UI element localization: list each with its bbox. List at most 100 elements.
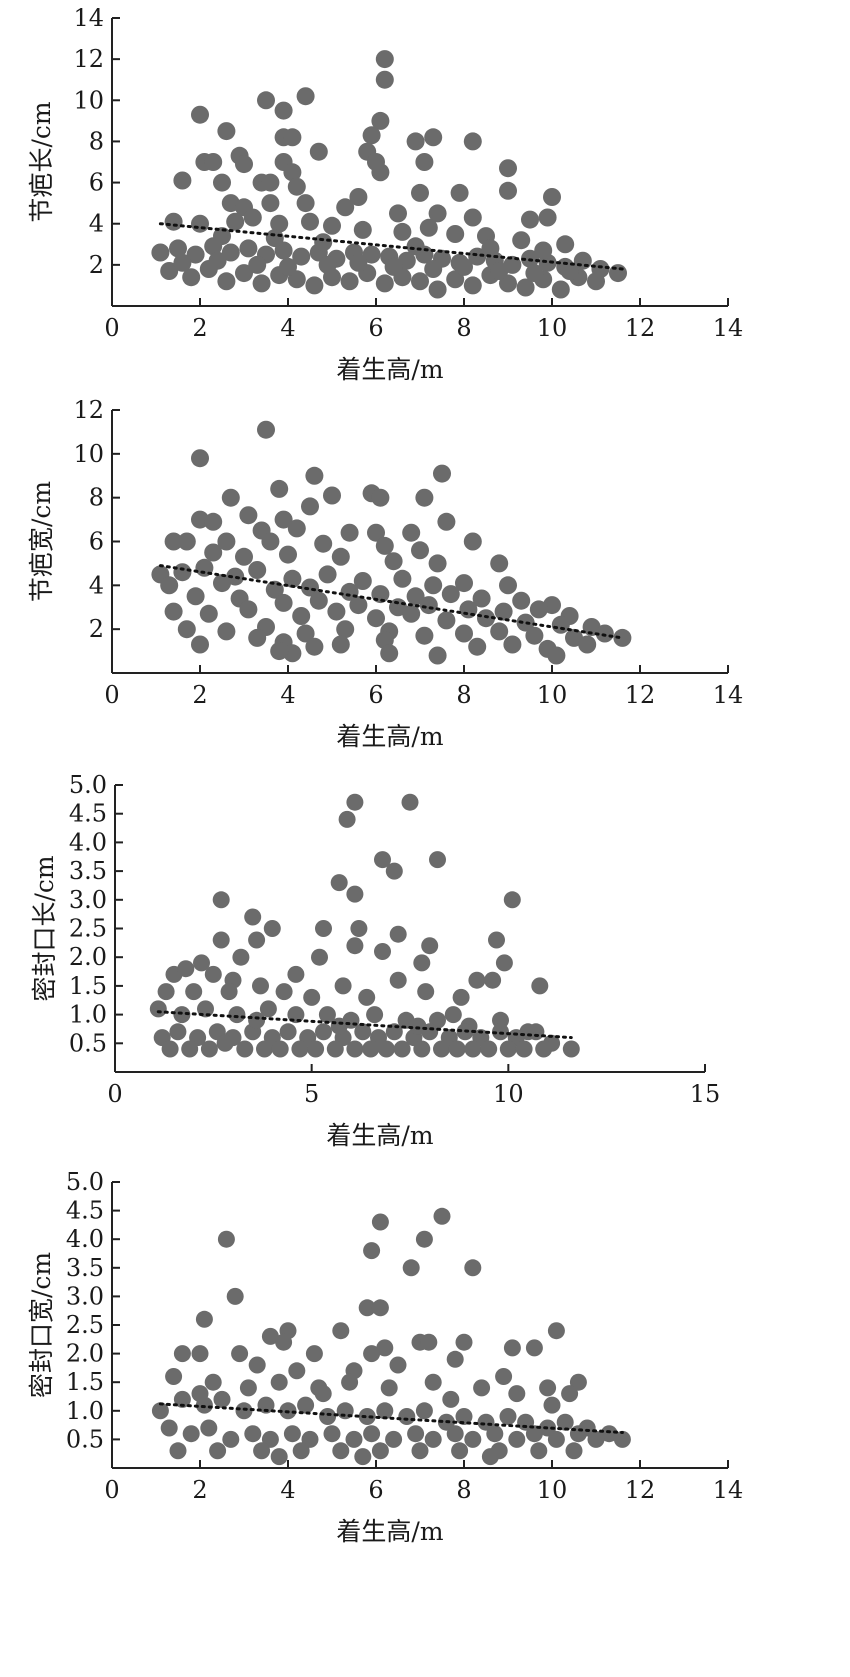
- data-point: [398, 1408, 416, 1425]
- data-point: [413, 954, 431, 972]
- data-point: [477, 609, 495, 628]
- data-point: [228, 1006, 246, 1024]
- data-point: [446, 1425, 464, 1443]
- data-point: [411, 272, 429, 291]
- data-point: [346, 937, 364, 955]
- data-point: [334, 977, 352, 995]
- y-tick-label: 10: [73, 440, 104, 468]
- y-tick-label: 2.0: [69, 943, 107, 971]
- data-point: [490, 262, 509, 280]
- data-point: [191, 1345, 209, 1363]
- data-point: [191, 635, 209, 654]
- data-point: [274, 510, 293, 529]
- y-tick-label: 1.5: [69, 972, 107, 1000]
- data-point: [444, 1006, 462, 1024]
- data-point: [499, 1408, 517, 1425]
- data-point: [375, 274, 394, 293]
- data-point: [217, 622, 236, 641]
- data-point: [406, 587, 425, 606]
- x-tick-label: 8: [456, 1476, 471, 1504]
- data-point: [217, 272, 236, 291]
- data-point: [341, 1373, 359, 1391]
- data-point: [261, 194, 280, 213]
- data-point: [239, 239, 258, 258]
- data-point: [367, 609, 385, 628]
- data-point: [252, 274, 271, 293]
- data-point: [231, 1345, 249, 1363]
- data-point: [349, 188, 368, 206]
- data-point: [248, 628, 267, 647]
- x-tick-label: 8: [456, 314, 471, 342]
- x-tick-label: 0: [104, 314, 119, 342]
- data-point: [503, 891, 521, 909]
- data-point: [562, 1040, 580, 1058]
- y-tick-label: 3.0: [66, 1282, 104, 1310]
- chart-knot-length: 着生高/m 节疤长/cm 0 2 4 6 8 10 12 14 2 4 6 8 10 12 14: [27, 4, 743, 384]
- data-point: [569, 1425, 587, 1443]
- data-point: [169, 1442, 187, 1460]
- data-point: [340, 272, 359, 291]
- data-point: [221, 488, 240, 507]
- x-tick-label: 12: [625, 314, 656, 342]
- data-point: [419, 596, 438, 615]
- y-tick-label: 0.5: [69, 1029, 107, 1057]
- data-point: [406, 237, 425, 256]
- data-point: [331, 547, 350, 566]
- data-point: [257, 91, 275, 110]
- data-point: [287, 519, 306, 538]
- y-tick-label: 12: [73, 45, 104, 73]
- data-point: [530, 1442, 548, 1460]
- data-point: [164, 602, 183, 621]
- data-point: [305, 276, 324, 295]
- data-point: [309, 591, 328, 610]
- data-point: [547, 1322, 565, 1340]
- data-point: [165, 1368, 183, 1385]
- data-point: [226, 1287, 244, 1305]
- data-point: [512, 231, 531, 250]
- data-point: [464, 1040, 482, 1058]
- data-point: [424, 1373, 442, 1391]
- data-point: [551, 615, 570, 634]
- data-point: [318, 255, 337, 274]
- x-tick-label: 0: [104, 1476, 119, 1504]
- data-point: [446, 225, 465, 243]
- data-point: [613, 628, 632, 647]
- x-tick-label: 5: [304, 1080, 319, 1108]
- data-point: [433, 1207, 451, 1225]
- data-point: [525, 1339, 543, 1357]
- data-point: [186, 587, 205, 606]
- data-point: [499, 181, 517, 200]
- y-tick-label: 14: [73, 4, 104, 32]
- data-point: [490, 622, 509, 641]
- x-tick-label: 10: [537, 681, 568, 709]
- data-point: [275, 1333, 293, 1351]
- data-point: [173, 171, 192, 190]
- data-point: [235, 1402, 253, 1420]
- data-point: [515, 1040, 533, 1058]
- data-point: [314, 534, 333, 553]
- data-point: [182, 268, 201, 287]
- data-point: [371, 1213, 389, 1231]
- data-point: [173, 1390, 191, 1408]
- data-point: [371, 111, 390, 130]
- data-point: [389, 204, 407, 223]
- data-point: [362, 126, 381, 145]
- x-tick-label: 14: [713, 314, 744, 342]
- data-point: [375, 70, 394, 89]
- data-point: [407, 1425, 425, 1443]
- data-point: [221, 243, 240, 262]
- data-point: [424, 1430, 442, 1448]
- x-tick-label: 0: [104, 681, 119, 709]
- data-point: [309, 142, 328, 161]
- data-point: [371, 1442, 389, 1460]
- data-point: [424, 260, 443, 278]
- data-point: [377, 1040, 395, 1058]
- data-point: [358, 988, 376, 1006]
- data-point: [204, 543, 223, 562]
- data-point: [374, 851, 391, 869]
- y-tick-label: 2: [89, 615, 104, 643]
- data-point: [402, 604, 421, 623]
- data-point: [236, 1040, 254, 1058]
- data-point: [296, 624, 315, 643]
- data-point: [338, 810, 356, 828]
